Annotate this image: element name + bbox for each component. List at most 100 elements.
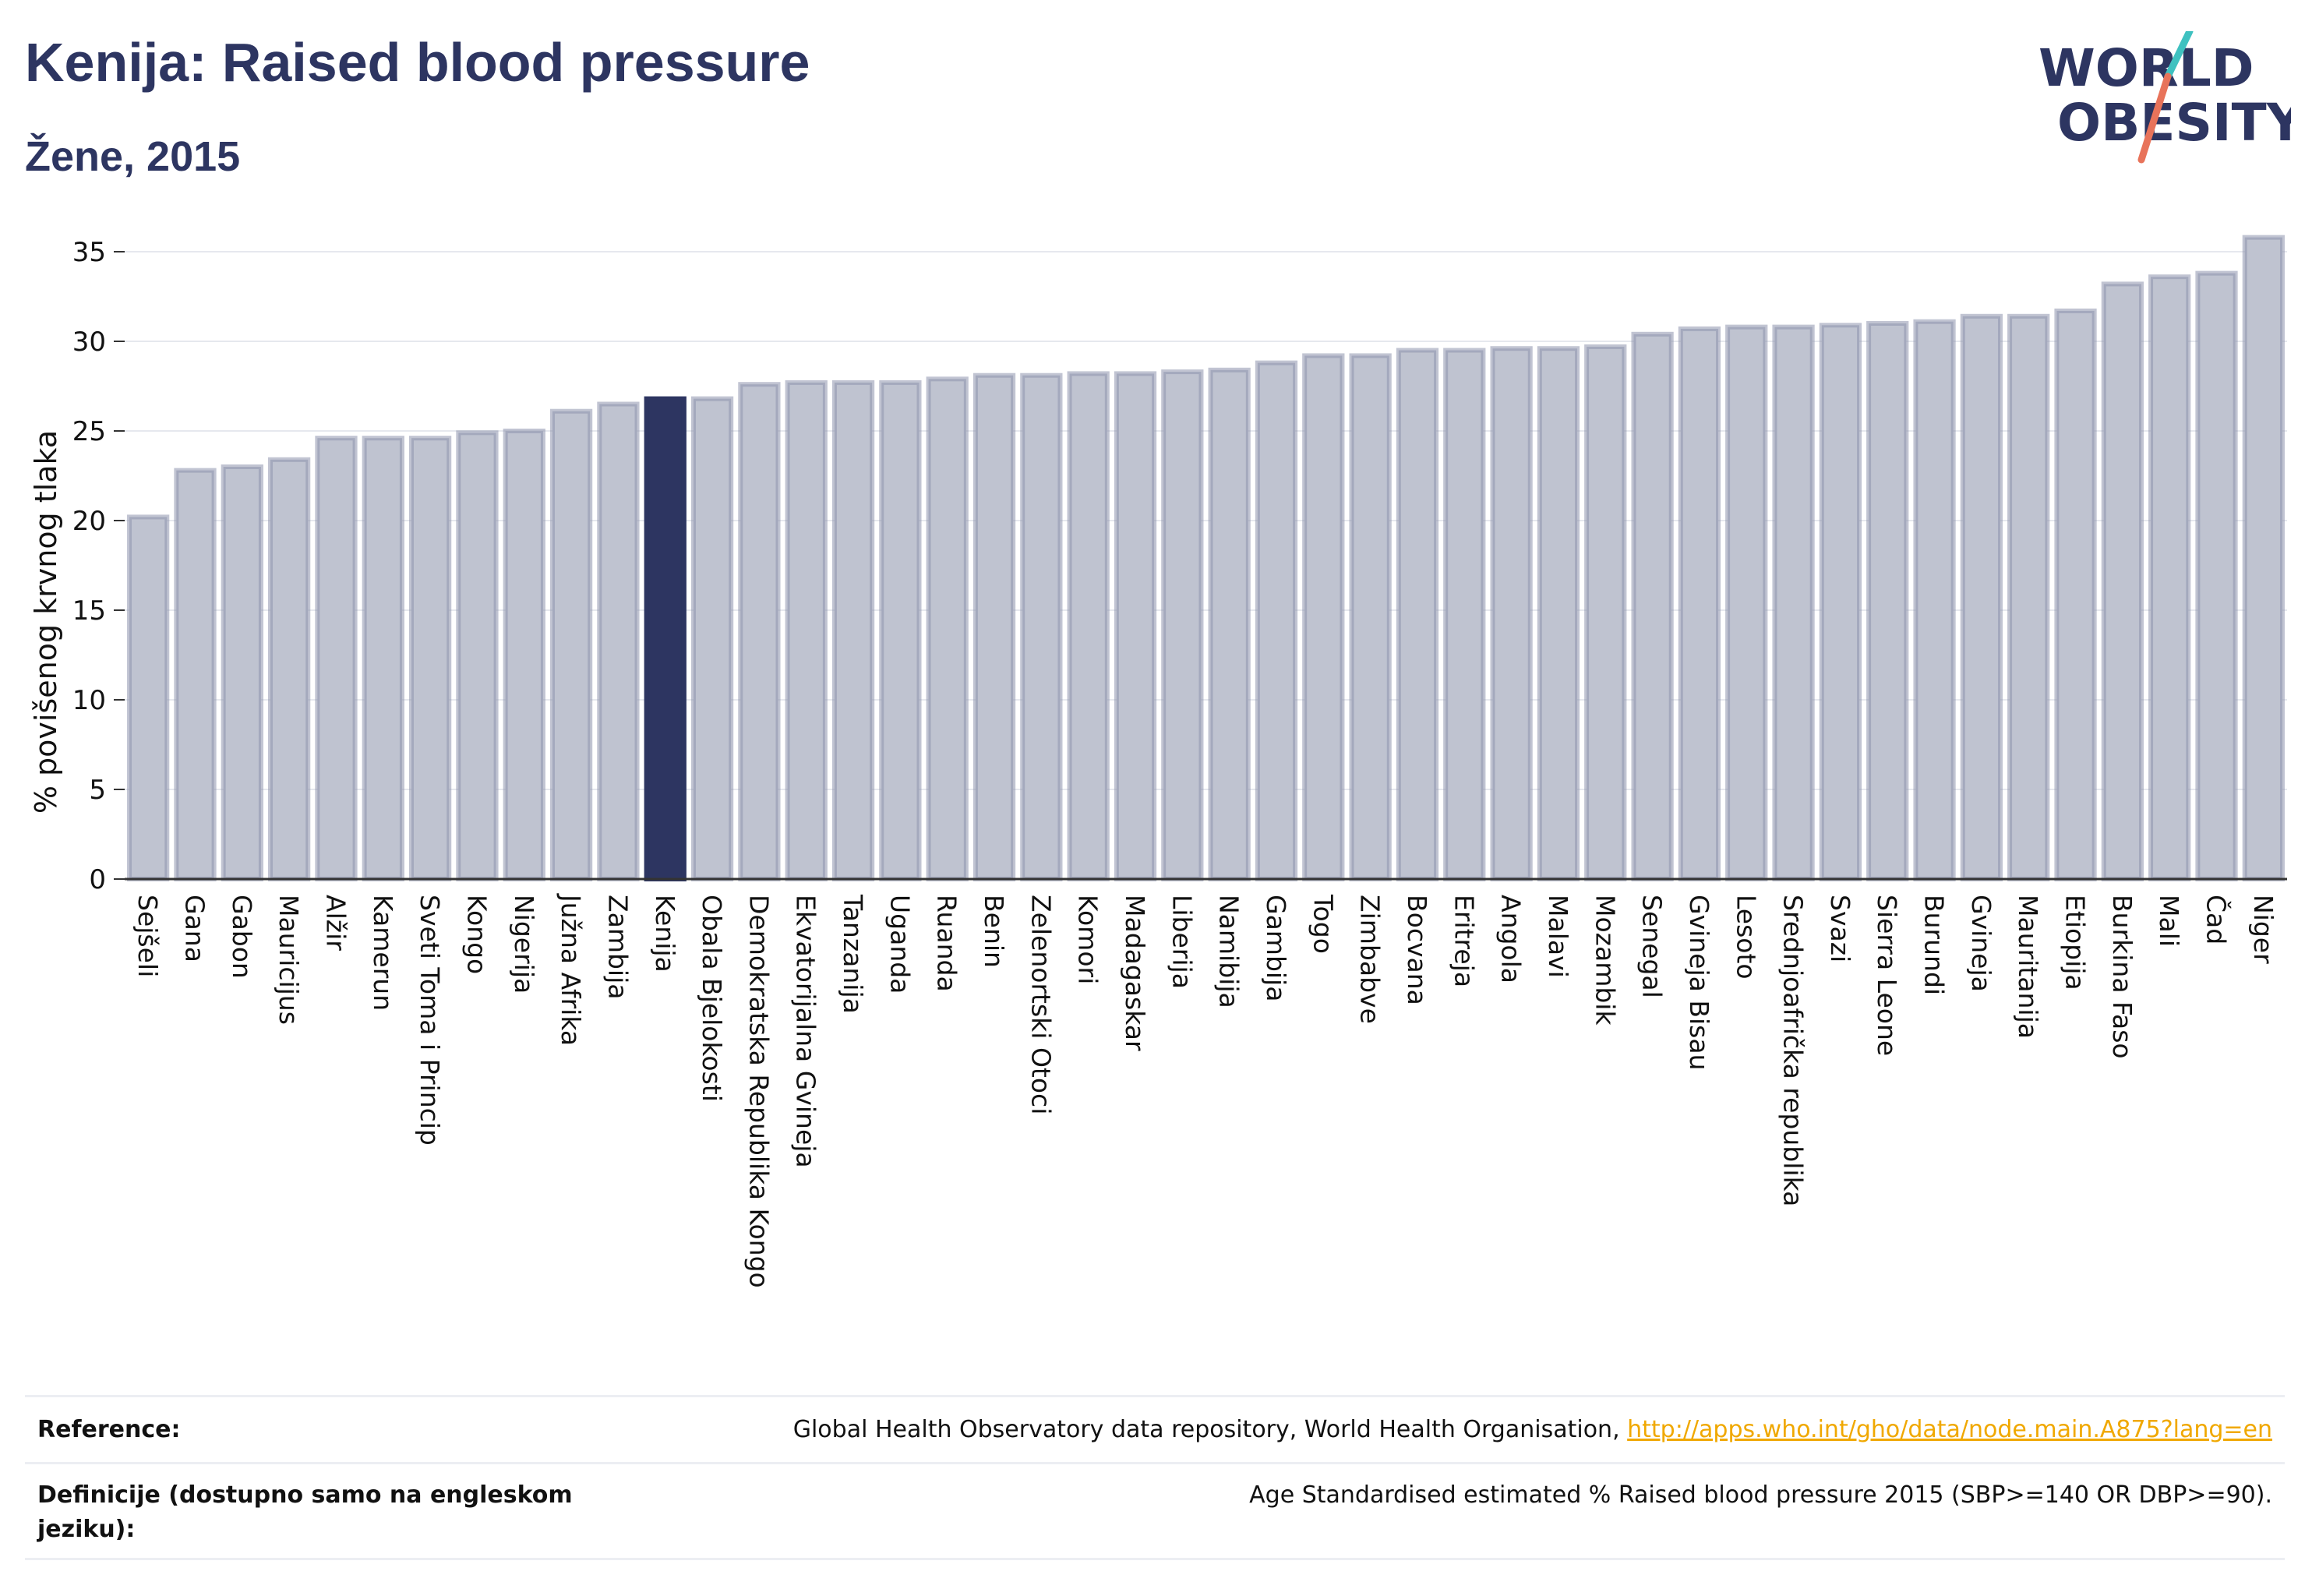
definition-label: Definicije (dostupno samo na engleskom j… [37,1481,573,1543]
x-tick-label: Čad [2201,895,2233,945]
x-tick-label: Madagaskar [1120,895,1150,1051]
x-tick-label: Liberija [1167,895,1197,989]
x-tick-label: Niger [2248,895,2279,964]
bar [2007,313,2050,882]
bar [362,436,404,881]
x-tick-label: Burundi [1919,895,1950,995]
y-axis-label: % povišenog krvnog tlaka [29,430,63,814]
bar [1114,371,1157,881]
bar [1772,324,1815,882]
bar [2195,270,2238,882]
bar [268,457,311,881]
bar [785,380,828,881]
bar [1584,344,1627,881]
x-tick-label: Ruanda [932,895,962,992]
y-tick-label: 35 [72,237,106,268]
x-tick-label: Južna Afrika [556,893,586,1046]
reference-text: Global Health Observatory data repositor… [792,1416,1628,1443]
bar [1208,367,1251,882]
x-tick-label: Ekvatorijalna Gvineja [791,895,821,1168]
y-tick-labels: 0 5 10 15 20 25 30 35 [72,237,125,895]
y-tick-label: 20 [72,506,106,537]
bar [1349,353,1392,881]
x-tick-label: Togo [1308,894,1338,954]
x-tick-label: Bocvana [1402,895,1432,1005]
bars [127,235,2285,882]
definition-row: Definicije (dostupno samo na engleskom j… [25,1462,2285,1560]
x-tick-label: Gvineja [1966,895,1996,992]
y-tick-label: 0 [89,864,106,895]
x-tick-label: Sierra Leone [1872,895,1902,1056]
logo-slash-coral [2137,72,2172,164]
y-tick-label: 5 [89,775,106,806]
bar [1960,313,2003,882]
x-tick-label: Gvineja Bisau [1684,895,1714,1071]
bar [1161,369,1204,882]
x-tick-label: Malavi [1543,895,1573,978]
reference-link[interactable]: http://apps.who.int/gho/data/node.main.A… [1627,1416,2272,1443]
x-tick-label: Gana [179,895,210,962]
x-tick-label: Namibija [1214,895,1244,1008]
bar [1913,319,1956,881]
x-tick-label: Kamerun [368,895,398,1011]
x-tick-label: Angola [1496,895,1527,983]
x-tick-label: Zambija [602,895,633,999]
bar [503,429,545,881]
reference-label: Reference: [37,1416,181,1443]
bar [1725,324,1768,882]
x-tick-label: Srednjoafrička republika [1778,895,1809,1206]
x-tick-label: Uganda [884,895,915,994]
x-tick-label: Sveti Toma i Princip [415,895,445,1146]
logo-line-1: WORLD [2038,38,2254,98]
bar [972,373,1016,881]
x-tick-label: Sejšeli [132,895,163,977]
bar [549,408,593,881]
x-tick-label: Demokratska Republika Kongo [743,895,774,1288]
bar [597,401,640,881]
bar [1819,323,1862,882]
reference-row: Reference: Global Health Observatory dat… [25,1395,2285,1464]
x-tick-label: Senegal [1637,895,1668,998]
bar [221,464,263,881]
x-tick-label: Etiopija [2060,895,2091,990]
bar [738,382,781,881]
x-tick-label: Mozambik [1590,895,1620,1026]
bar [2148,274,2191,881]
bar [1678,326,1721,881]
definition-text: Age Standardised estimated % Raised bloo… [1249,1481,2272,1509]
bar [1443,348,1486,881]
x-tick-label: Zelenortski Otoci [1025,895,1056,1114]
x-tick-label: Mali [2154,895,2184,947]
bar [408,436,452,881]
x-tick-label: Burkina Faso [2107,895,2137,1059]
logo-line-2: OBESITY [2057,93,2291,153]
bar [1302,353,1345,881]
x-tick-label: Mauricijus [274,895,304,1025]
bar [127,514,170,881]
bar [315,436,358,881]
x-tick-label: Kongo [461,895,492,974]
page-title: Kenija: Raised blood pressure [25,32,810,93]
bar [1631,331,1674,882]
x-tick-label: Komori [1073,895,1103,984]
y-tick-label: 15 [72,595,106,627]
x-tick-label: Zimbabve [1355,895,1385,1024]
bar [1020,373,1063,881]
bar [1490,346,1533,881]
bar [1255,360,1298,882]
x-tick-label: Kenija [650,895,680,973]
world-obesity-logo: WORLD OBESITY [2038,31,2291,164]
x-tick-label: Lesoto [1731,895,1761,980]
y-tick-label: 30 [72,327,106,358]
x-tick-label: Gambija [1261,895,1291,1001]
x-tick-labels: Sejšeli Gana Gabon Mauricijus Alžir Kamerun Sv… [132,893,2279,1288]
bar [2054,308,2097,881]
bar [690,396,734,882]
x-tick-label: Nigerija [509,895,539,994]
bar [2101,281,2144,881]
x-tick-label: Eritreja [1449,895,1479,987]
bar [1866,321,1909,881]
page-subtitle: Žene, 2015 [25,133,241,180]
bar [831,380,875,881]
y-tick-label: 10 [72,685,106,716]
